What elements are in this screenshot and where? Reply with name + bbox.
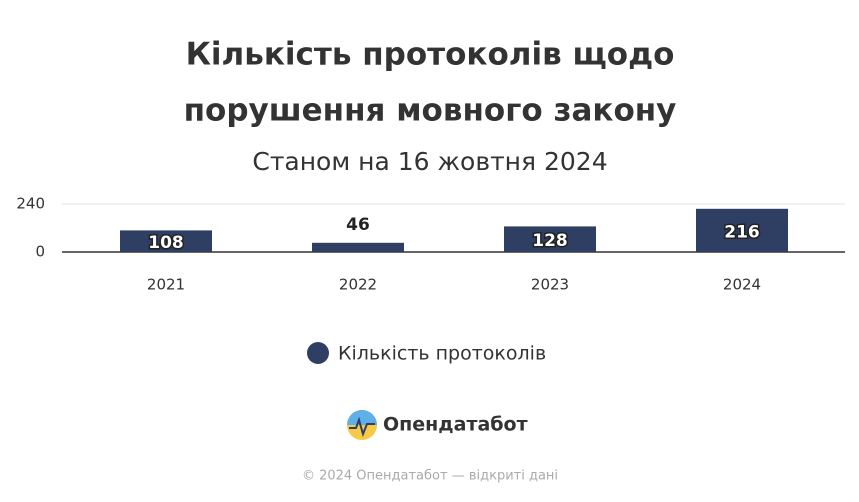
data-label: 216 (724, 222, 760, 242)
bar (696, 208, 788, 252)
y-tick-label: 240 (16, 195, 45, 213)
x-tick-label: 2021 (147, 276, 185, 294)
chart-title: Кількість протоколів щодо (186, 37, 675, 73)
logo-text: Опендатабот (383, 414, 528, 436)
logo-pulse (349, 416, 375, 438)
chart-subtitle: Станом на 16 жовтня 2024 (252, 147, 607, 176)
copyright: © 2024 Опендатабот — відкриті дані (302, 469, 558, 484)
y-tick-label: 0 (35, 243, 45, 261)
bar (312, 242, 404, 252)
logo-icon-top (347, 410, 377, 425)
logo: Опендатабот (347, 410, 528, 440)
x-tick-label: 2022 (339, 276, 377, 294)
bar (120, 230, 212, 252)
legend-label: Кількість протоколів (338, 343, 546, 365)
data-label: 108 (148, 233, 184, 253)
x-tick-label: 2023 (531, 276, 569, 294)
x-tick-label: 2024 (723, 276, 761, 294)
chart-title: порушення мовного закону (184, 93, 677, 129)
legend-marker (307, 342, 329, 364)
data-label: 46 (346, 215, 370, 235)
bar (504, 226, 596, 252)
data-label: 128 (532, 231, 568, 251)
